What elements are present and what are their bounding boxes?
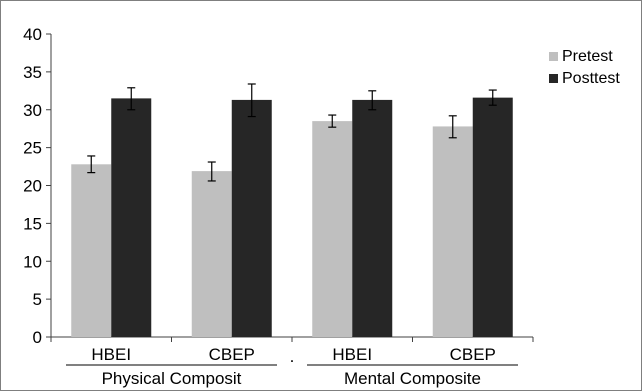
bar-posttest-3 [472, 97, 513, 337]
x-category-label: CBEP [209, 345, 255, 364]
y-tick-label: 10 [23, 252, 42, 271]
y-tick-label: 20 [23, 177, 42, 196]
x-group-label: Physical Composit [102, 369, 242, 388]
y-tick-label: 30 [23, 101, 42, 120]
bar-pretest-2 [312, 121, 353, 337]
y-tick-label: 25 [23, 139, 42, 158]
bar-pretest-0 [71, 164, 112, 337]
legend-swatch-posttest [549, 74, 558, 83]
bar-posttest-1 [231, 99, 272, 337]
bar-pretest-3 [432, 126, 473, 337]
y-tick-label: 0 [33, 328, 42, 347]
legend-swatch-pretest [549, 52, 558, 61]
legend-label-pretest: Pretest [562, 48, 613, 65]
x-axis-labels: HBEI CBEP HBEI CBEP Physical Composit Mental … [66, 345, 518, 388]
y-tick-label: 35 [23, 63, 42, 82]
bar-posttest-2 [352, 99, 393, 337]
x-group-label: Mental Composite [344, 369, 481, 388]
error-bars [87, 83, 497, 182]
legend-label-posttest: Posttest [562, 70, 620, 87]
bars [71, 97, 513, 337]
x-category-label: HBEI [332, 345, 372, 364]
x-category-label: CBEP [450, 345, 496, 364]
bar-posttest-0 [111, 98, 152, 337]
x-category-label: HBEI [91, 345, 131, 364]
y-tick-label: 15 [23, 214, 42, 233]
y-tick-label: 5 [33, 290, 42, 309]
group-separator: . [290, 347, 295, 366]
y-tick-label: 40 [23, 25, 42, 44]
legend: Pretest Posttest [549, 48, 620, 87]
bar-pretest-1 [191, 171, 232, 337]
